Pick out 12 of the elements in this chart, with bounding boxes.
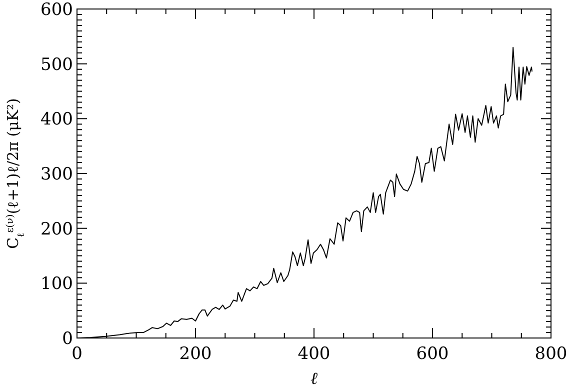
x-tick-label: 400 — [298, 344, 330, 364]
y-tick-label: 200 — [40, 219, 73, 240]
x-axis-title: ℓ — [310, 369, 318, 388]
x-tick-label: 200 — [179, 344, 212, 364]
x-tick-label: 600 — [416, 344, 449, 364]
y-tick-label: 600 — [40, 0, 73, 20]
y-tick-label: 300 — [40, 164, 73, 184]
y-tick-label: 500 — [40, 54, 73, 75]
y-tick-label: 0 — [62, 328, 73, 349]
y-tick-label: 100 — [40, 274, 73, 294]
x-tick-label: 800 — [534, 344, 567, 364]
y-tick-label: 400 — [40, 110, 73, 130]
